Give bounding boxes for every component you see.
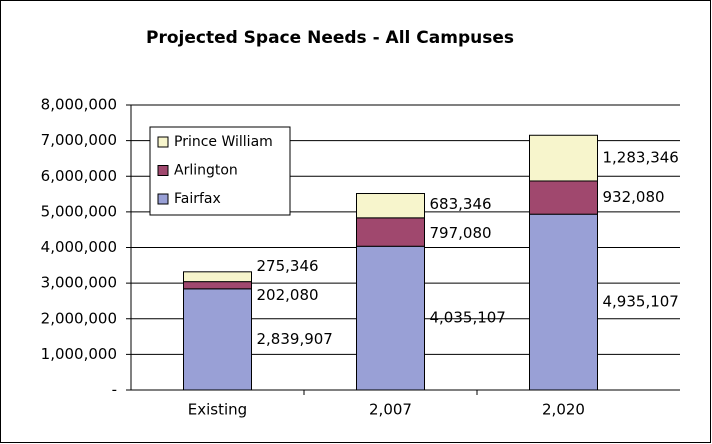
x-tick-label: Existing xyxy=(188,401,247,419)
bar-segment xyxy=(183,271,252,283)
value-label: 4,935,107 xyxy=(603,293,679,311)
bar-segment xyxy=(356,245,425,391)
value-label: 275,346 xyxy=(257,257,319,275)
value-label: 2,839,907 xyxy=(257,330,333,348)
x-tick-label: 2,020 xyxy=(542,401,585,419)
y-tick-label: 5,000,000 xyxy=(41,202,117,220)
bar-segment xyxy=(356,217,425,247)
y-tick-label: 3,000,000 xyxy=(41,274,117,292)
value-label: 932,080 xyxy=(603,188,665,206)
bar-segment xyxy=(356,193,425,219)
y-tick-label: 4,000,000 xyxy=(41,238,117,256)
y-tick-label: 6,000,000 xyxy=(41,167,117,185)
x-tick-label: 2,007 xyxy=(369,401,412,419)
value-label: 1,283,346 xyxy=(603,149,679,167)
bar-segment xyxy=(529,134,598,182)
value-label: 797,080 xyxy=(430,224,492,242)
value-label: 202,080 xyxy=(257,286,319,304)
legend-label: Fairfax xyxy=(174,191,221,207)
y-tick-label: - xyxy=(112,381,117,399)
y-tick-label: 2,000,000 xyxy=(41,309,117,327)
legend-label: Prince William xyxy=(174,134,273,150)
y-tick-label: 7,000,000 xyxy=(41,131,117,149)
value-label: 4,035,107 xyxy=(430,309,506,327)
value-label: 683,346 xyxy=(430,195,492,213)
legend-swatch xyxy=(157,165,169,176)
bar-segment xyxy=(183,288,252,391)
bar-segment xyxy=(183,281,252,290)
legend-label: Arlington xyxy=(174,163,238,179)
legend-swatch xyxy=(157,193,169,205)
bar-segment xyxy=(529,180,598,215)
bar-segment xyxy=(529,213,598,391)
y-tick-label: 8,000,000 xyxy=(41,96,117,114)
legend-box xyxy=(149,126,291,216)
y-tick-label: 1,000,000 xyxy=(41,345,117,363)
legend-swatch xyxy=(157,136,169,148)
chart-title: Projected Space Needs - All Campuses xyxy=(146,28,514,48)
